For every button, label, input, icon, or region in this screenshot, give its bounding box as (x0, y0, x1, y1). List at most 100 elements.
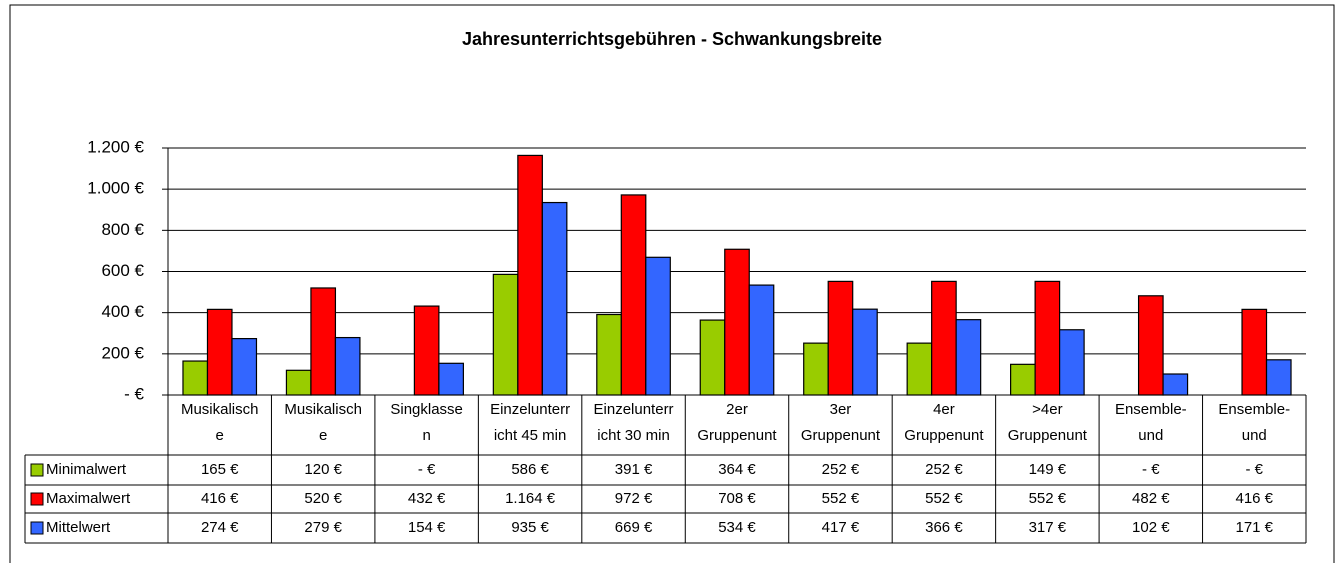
bar (827, 280, 854, 396)
bar (1059, 329, 1085, 396)
x-tick-label: e (319, 427, 327, 444)
chart-title: Jahresunterrichtsgebühren - Schwankungsb… (462, 29, 882, 49)
data-label: 154 € (408, 519, 446, 536)
bar (931, 280, 957, 396)
x-tick-label: e (216, 427, 224, 444)
x-tick-label: n (422, 427, 430, 444)
data-label: 366 € (925, 519, 963, 536)
y-tick-label: 600 € (101, 261, 144, 280)
y-tick-label: 200 € (101, 343, 144, 362)
bar (596, 313, 622, 396)
x-tick-label: Musikalisch (181, 401, 259, 418)
data-label: 432 € (408, 490, 446, 507)
x-tick-label: Einzelunterr (490, 401, 570, 418)
data-label: 935 € (511, 519, 549, 536)
data-label: 520 € (304, 490, 342, 507)
x-tick-label: 4er (933, 401, 955, 418)
x-tick-label: und (1242, 427, 1267, 444)
x-tick-label: icht 30 min (597, 427, 670, 444)
x-tick-label: Gruppenunt (697, 427, 777, 444)
data-label: 120 € (304, 461, 342, 478)
bar (955, 319, 982, 396)
x-tick-label: Singklasse (390, 401, 463, 418)
data-label: - € (1142, 461, 1160, 478)
data-label: 552 € (822, 490, 860, 507)
data-label: 391 € (615, 461, 653, 478)
data-label: 102 € (1132, 519, 1170, 536)
bar (517, 154, 543, 396)
x-tick-label: Gruppenunt (801, 427, 881, 444)
x-tick-label: >4er (1032, 401, 1062, 418)
legend-key (30, 521, 44, 535)
y-tick-label: - € (124, 384, 144, 403)
data-label: 534 € (718, 519, 756, 536)
x-tick-label: icht 45 min (494, 427, 567, 444)
y-tick-label: 1.200 € (87, 137, 144, 156)
bar (852, 308, 878, 396)
x-tick-label: 2er (726, 401, 748, 418)
bar (1010, 363, 1036, 396)
bar (748, 284, 775, 396)
bar (541, 201, 568, 396)
legend-key (30, 463, 44, 477)
data-label: 552 € (1029, 490, 1067, 507)
data-label: - € (418, 461, 436, 478)
data-label: 252 € (822, 461, 860, 478)
bar (906, 342, 933, 396)
x-tick-label: Gruppenunt (904, 427, 984, 444)
x-tick-label: Musikalisch (284, 401, 362, 418)
data-label: 586 € (511, 461, 549, 478)
data-label: 416 € (1235, 490, 1273, 507)
bar (206, 308, 233, 396)
data-label: 552 € (925, 490, 963, 507)
bar (413, 305, 440, 396)
data-label: 279 € (304, 519, 342, 536)
bar (1162, 373, 1189, 396)
data-label: 274 € (201, 519, 239, 536)
y-tick-label: 800 € (101, 220, 144, 239)
legend-label: Maximalwert (46, 490, 131, 507)
data-label: 252 € (925, 461, 963, 478)
x-tick-label: Ensemble- (1115, 401, 1187, 418)
data-label: 171 € (1235, 519, 1273, 536)
bar (334, 336, 361, 396)
x-tick-label: 3er (830, 401, 852, 418)
x-tick-label: und (1138, 427, 1163, 444)
bar (438, 362, 464, 396)
bar (620, 194, 647, 396)
bar (645, 256, 671, 396)
data-label: 165 € (201, 461, 239, 478)
chart-frame (9, 4, 1335, 563)
bar (492, 273, 519, 396)
data-label: 1.164 € (505, 490, 556, 507)
bar (1241, 308, 1268, 396)
data-label: 364 € (718, 461, 756, 478)
bar (231, 338, 258, 396)
data-label: 317 € (1029, 519, 1067, 536)
legend-label: Mittelwert (46, 519, 111, 536)
y-tick-label: 1.000 € (87, 179, 144, 198)
y-tick-label: 400 € (101, 302, 144, 321)
data-label: 972 € (615, 490, 653, 507)
data-label: 482 € (1132, 490, 1170, 507)
data-label: 149 € (1029, 461, 1067, 478)
legend-key (30, 492, 44, 506)
bar (1265, 359, 1292, 396)
data-label: 708 € (718, 490, 756, 507)
bar (1137, 295, 1164, 396)
x-tick-label: Ensemble- (1218, 401, 1290, 418)
bar (699, 319, 726, 396)
bar (285, 369, 312, 396)
bar (803, 342, 829, 396)
x-tick-label: Einzelunterr (594, 401, 674, 418)
data-label: 669 € (615, 519, 653, 536)
bar (182, 360, 209, 396)
data-label: - € (1246, 461, 1264, 478)
data-label: 416 € (201, 490, 239, 507)
legend-label: Minimalwert (46, 461, 127, 478)
x-tick-label: Gruppenunt (1008, 427, 1088, 444)
bar (310, 287, 337, 396)
bar (724, 248, 750, 396)
